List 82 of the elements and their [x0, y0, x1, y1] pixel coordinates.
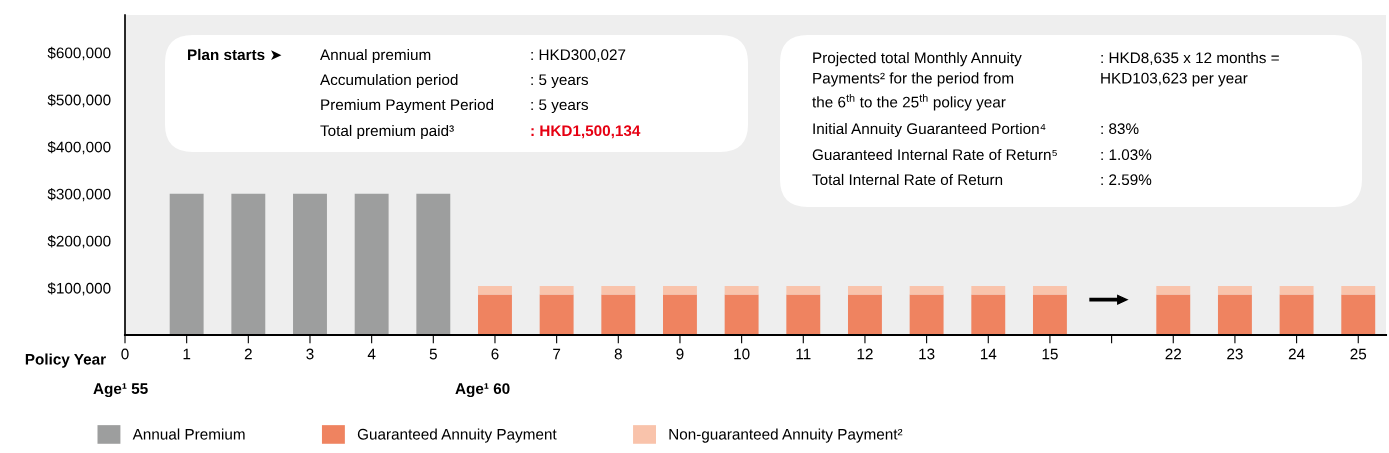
x-tick-label: 14 — [980, 348, 997, 360]
annotation: Premium Payment Period — [321, 98, 494, 114]
annotation: Plan starts ➤ — [188, 48, 282, 61]
bar — [1156, 294, 1191, 335]
bar — [1156, 286, 1191, 295]
x-tick-label: 3 — [306, 348, 314, 360]
bar — [1217, 286, 1252, 295]
text: Age¹ 60 — [455, 383, 510, 398]
x-tick-label: 15 — [1042, 348, 1058, 360]
bar — [1341, 286, 1376, 295]
y-tick-label: $300,000 — [47, 188, 111, 202]
bar — [909, 286, 944, 295]
bar — [1032, 294, 1067, 335]
bar — [971, 286, 1006, 295]
x-tick-label: 5 — [429, 348, 437, 360]
legend-label: Annual Premium — [132, 428, 245, 440]
text: Age¹ 55 — [93, 383, 148, 398]
bar — [1279, 286, 1314, 295]
x-tick-label: 6 — [491, 348, 499, 360]
annotation: : 5 years — [531, 74, 589, 89]
annotation: Initial Annuity Guaranteed Portion⁴ — [813, 122, 1046, 138]
annotation: : HKD8,635 x 12 months = HKD103,623 per year — [1101, 52, 1279, 87]
bar — [786, 286, 821, 295]
x-tick-label: 10 — [734, 348, 750, 360]
bar — [478, 294, 512, 335]
annotation: Guaranteed Internal Rate of Return⁵ — [812, 148, 1057, 161]
x-tick-label: 11 — [796, 348, 811, 360]
annotation: : HKD300,027 — [531, 49, 626, 62]
annotation: : 2.59% — [1101, 174, 1152, 186]
bar — [601, 286, 636, 295]
bar — [724, 286, 759, 295]
y-tick-label: $400,000 — [47, 140, 111, 155]
x-tick-label: 0 — [121, 348, 129, 360]
x-tick-label: 13 — [919, 348, 935, 360]
annotation: : 5 years — [531, 99, 589, 114]
y-tick-label: $500,000 — [47, 93, 111, 108]
bar — [1032, 286, 1067, 295]
bar — [786, 294, 821, 335]
bar — [909, 294, 944, 335]
y-tick-label: $100,000 — [47, 282, 111, 296]
x-tick-label: 2 — [244, 348, 252, 360]
bar — [724, 294, 759, 335]
bar — [663, 286, 697, 295]
annotation: : 83% — [1101, 123, 1139, 135]
bar — [231, 193, 266, 335]
x-tick-label: 8 — [614, 348, 622, 360]
x-tick-label: 7 — [553, 348, 561, 360]
bar — [1279, 294, 1314, 335]
bar — [601, 294, 636, 335]
annotation: : HKD1,500,134 — [531, 125, 641, 139]
bar — [539, 294, 574, 335]
x-tick-label: 9 — [676, 348, 684, 360]
bar — [847, 286, 882, 295]
x-tick-label: 24 — [1288, 348, 1305, 360]
bar — [293, 193, 327, 335]
bar — [416, 193, 451, 335]
x-tick-label: 1 — [183, 348, 191, 360]
annotation: Annual premium — [320, 48, 431, 64]
bar — [1341, 294, 1376, 335]
y-tick-label: $200,000 — [47, 235, 111, 249]
y-tick-label: $600,000 — [47, 46, 111, 61]
x-tick-label: 4 — [367, 348, 376, 360]
bar — [478, 286, 512, 295]
x-tick-label: 22 — [1165, 348, 1181, 360]
bar — [847, 294, 882, 335]
bar — [354, 193, 389, 335]
legend-label: Guaranteed Annuity Payment — [357, 428, 557, 443]
bar — [169, 193, 204, 335]
bar — [663, 294, 697, 335]
annotation: Total Internal Rate of Return — [812, 173, 1003, 186]
bar — [1217, 294, 1252, 335]
bar — [971, 294, 1006, 335]
x-axis-title: Policy Year — [25, 353, 106, 368]
x-tick-label: 25 — [1350, 348, 1367, 360]
legend-label: Non-guaranteed Annuity Payment² — [669, 428, 903, 443]
annotation: Projected total Monthly Annuity Payments² for the period from the 6$^{th}$ to the 25$^{th}$ policy year — [812, 52, 1022, 111]
x-tick-label: 12 — [857, 348, 873, 360]
annotation: Total premium paid³ — [320, 124, 454, 140]
annotation: : 1.03% — [1101, 149, 1152, 161]
bar — [539, 286, 574, 295]
x-tick-label: 23 — [1227, 348, 1243, 360]
annotation: Accumulation period — [320, 73, 458, 89]
